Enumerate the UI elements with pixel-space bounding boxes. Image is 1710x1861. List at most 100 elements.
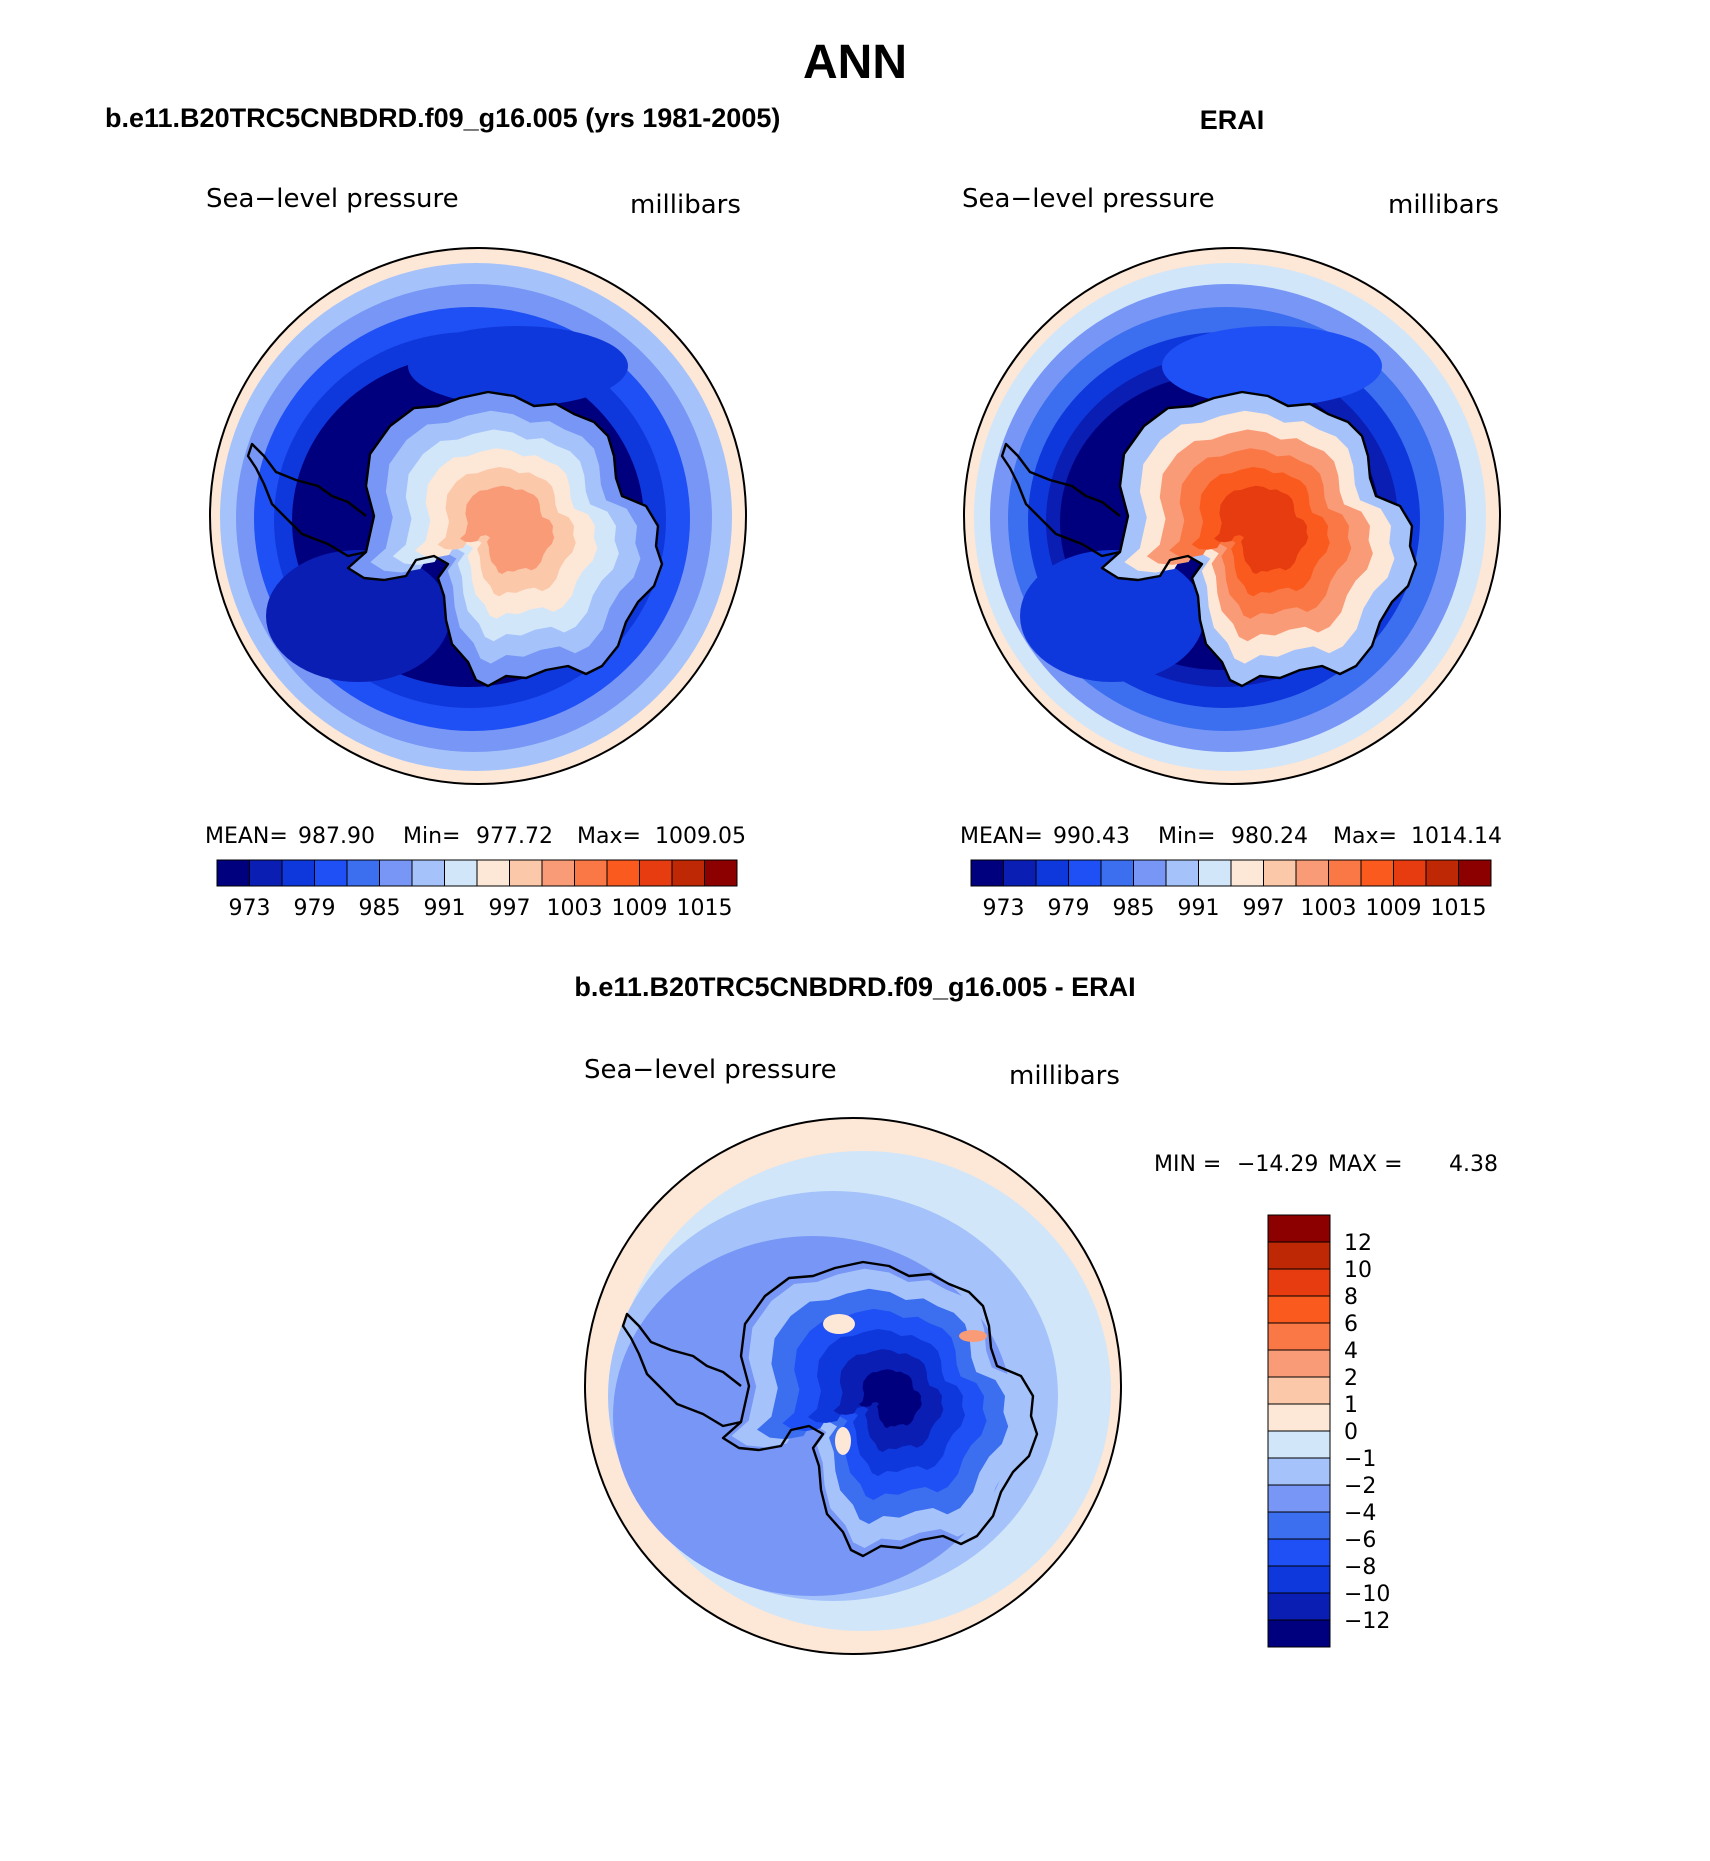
colorbar-tick-label: 973 (983, 896, 1025, 921)
positive-anomaly (823, 1314, 855, 1334)
colorbar-tick-label: −6 (1344, 1528, 1376, 1553)
low-pressure-core (408, 326, 628, 406)
colorbar-tick-label: 1003 (547, 896, 603, 921)
stats-diff: MIN = −14.29 MAX = 4.38 (1154, 1152, 1498, 1177)
colorbar-tick-label: 6 (1344, 1312, 1358, 1337)
colorbar-model: 973 979 985 991 997 1003 1009 1015 (216, 859, 738, 921)
colorbar-swatch (1198, 859, 1232, 887)
colorbar-tick-label: 979 (294, 896, 336, 921)
positive-anomaly (835, 1427, 851, 1455)
max-label: Max= (1333, 824, 1397, 849)
colorbar-swatch (970, 859, 1004, 887)
colorbar-swatch (1267, 1268, 1331, 1297)
colorbar-swatch (1230, 859, 1264, 887)
colorbar-swatch (1267, 1511, 1331, 1540)
colorbar-tick-label: 991 (424, 896, 466, 921)
colorbar-swatch (1328, 859, 1362, 887)
colorbar-swatch (1267, 1619, 1331, 1648)
panel-title-obs: ERAI (1200, 105, 1265, 135)
colorbar-swatch (249, 859, 283, 887)
colorbar-swatch (1267, 1295, 1331, 1324)
colorbar-swatch (216, 859, 250, 887)
colorbar-swatch (1068, 859, 1102, 887)
min-value: 980.24 (1231, 824, 1308, 849)
map-boundary (584, 1117, 1122, 1655)
colorbar-swatch (671, 859, 705, 887)
max-value: 4.38 (1449, 1152, 1498, 1177)
colorbar-swatch (1267, 1349, 1331, 1378)
colorbar-swatch (476, 859, 510, 887)
variable-label-obs: Sea−level pressure (962, 184, 1215, 214)
colorbar-swatch (574, 859, 608, 887)
colorbar-swatch (509, 859, 543, 887)
min-value: 977.72 (476, 824, 553, 849)
polar-map-model (209, 247, 747, 785)
low-pressure-core (1020, 550, 1204, 682)
colorbar-swatch (1133, 859, 1167, 887)
colorbar-tick-label: 1009 (612, 896, 668, 921)
colorbar-swatch (1100, 859, 1134, 887)
colorbar-tick-label: 1015 (677, 896, 733, 921)
colorbar-swatch (379, 859, 413, 887)
colorbar-tick-label: 12 (1344, 1231, 1372, 1256)
min-label: Min= (403, 824, 460, 849)
colorbar-tick-label: 991 (1178, 896, 1220, 921)
colorbar-swatch (1267, 1484, 1331, 1513)
colorbar-tick-label: 8 (1344, 1285, 1358, 1310)
max-value: 1009.05 (655, 824, 746, 849)
colorbar-swatch (1165, 859, 1199, 887)
polar-map-obs (963, 247, 1501, 785)
figure-title: ANN (803, 36, 907, 89)
colorbar-swatch (1267, 1457, 1331, 1486)
colorbar-tick-label: −2 (1344, 1474, 1376, 1499)
colorbar-tick-label: 10 (1344, 1258, 1372, 1283)
colorbar-tick-label: 997 (1243, 896, 1285, 921)
colorbar-swatch (1267, 1430, 1331, 1459)
colorbar-obs: 973 979 985 991 997 1003 1009 1015 (970, 859, 1492, 921)
stats-model: MEAN= 987.90 Min= 977.72 Max= 1009.05 (205, 824, 746, 849)
colorbar-swatch (281, 859, 315, 887)
mean-value: 990.43 (1053, 824, 1130, 849)
colorbar-swatch (1267, 1565, 1331, 1594)
colorbar-swatch (1267, 1376, 1331, 1405)
variable-label-diff: Sea−level pressure (584, 1055, 837, 1085)
colorbar-swatch (704, 859, 738, 887)
colorbar-swatch (411, 859, 445, 887)
colorbar-swatch (1267, 1538, 1331, 1567)
variable-label-model: Sea−level pressure (206, 184, 459, 214)
difference-title: b.e11.B20TRC5CNBDRD.f09_g16.005 - ERAI (574, 972, 1135, 1002)
max-value: 1014.14 (1411, 824, 1502, 849)
colorbar-tick-label: 1 (1344, 1393, 1358, 1418)
colorbar-tick-label: −1 (1344, 1447, 1376, 1472)
map-boundary (963, 247, 1501, 785)
colorbar-swatch (314, 859, 348, 887)
colorbar-tick-label: 973 (229, 896, 271, 921)
colorbar-swatch (1003, 859, 1037, 887)
colorbar-tick-label: 985 (359, 896, 401, 921)
colorbar-tick-label: 4 (1344, 1339, 1358, 1364)
min-label: Min= (1158, 824, 1215, 849)
colorbar-tick-label: −10 (1344, 1582, 1390, 1607)
colorbar-swatch (1267, 1403, 1331, 1432)
colorbar-swatch (1458, 859, 1492, 887)
colorbar-tick-label: 985 (1113, 896, 1155, 921)
stats-obs: MEAN= 990.43 Min= 980.24 Max= 1014.14 (960, 824, 1502, 849)
colorbar-swatch (346, 859, 380, 887)
colorbar-swatch (1267, 1322, 1331, 1351)
polar-map-difference (584, 1117, 1122, 1655)
colorbar-tick-label: −8 (1344, 1555, 1376, 1580)
positive-anomaly (959, 1330, 987, 1342)
mean-value: 987.90 (298, 824, 375, 849)
colorbar-tick-label: −4 (1344, 1501, 1376, 1526)
mean-label: MEAN= (960, 824, 1043, 849)
units-label-obs: millibars (1388, 190, 1499, 220)
colorbar-tick-label: 0 (1344, 1420, 1358, 1445)
colorbar-swatch (1295, 859, 1329, 887)
colorbar-swatch (639, 859, 673, 887)
colorbar-swatch (1267, 1592, 1331, 1621)
colorbar-swatch (1267, 1241, 1331, 1270)
colorbar-swatch (444, 859, 478, 887)
colorbar-swatch (606, 859, 640, 887)
